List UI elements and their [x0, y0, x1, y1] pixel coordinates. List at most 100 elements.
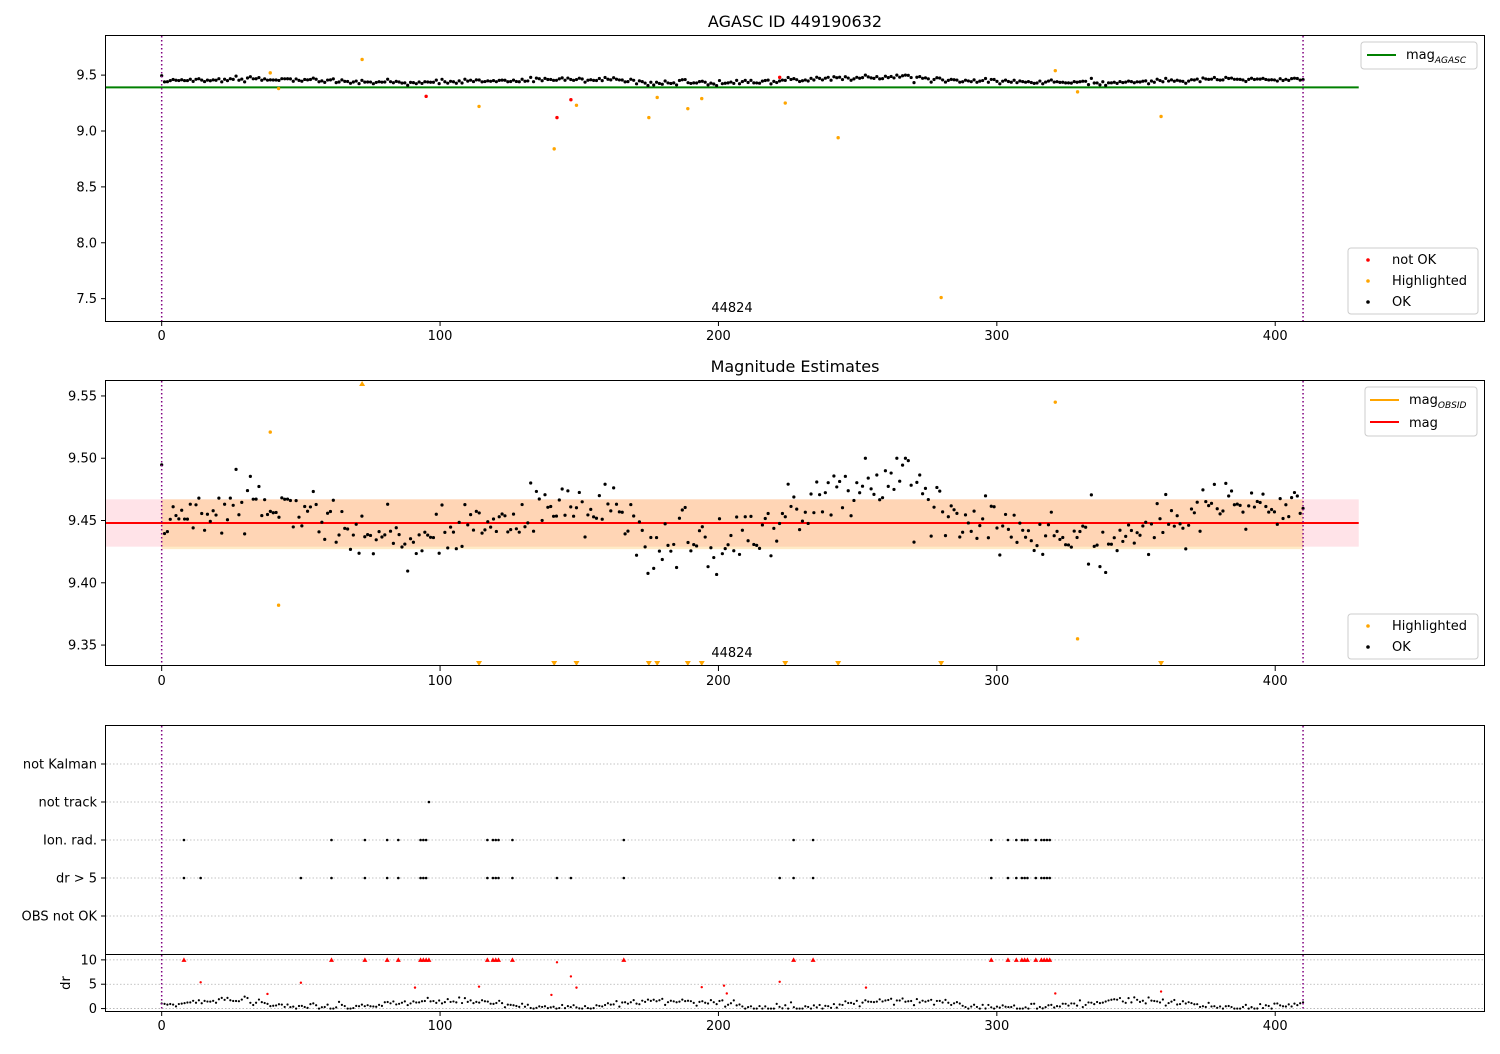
highlighted-point: [276, 603, 281, 607]
ok-point: [812, 78, 816, 82]
dr-point: [346, 1007, 349, 1010]
ok-point: [755, 81, 759, 85]
ok-point: [938, 76, 942, 80]
dr-point: [357, 1005, 361, 1008]
ok-point: [343, 526, 347, 530]
panel-magnitude-annotation: 44824: [711, 646, 752, 661]
ok-point: [935, 76, 939, 80]
dr-point: [807, 1005, 810, 1009]
ok-point: [343, 79, 347, 84]
ok-point: [1138, 533, 1142, 537]
ok-point: [606, 502, 610, 506]
ok-point: [1072, 529, 1076, 533]
dr-point: [652, 998, 655, 1001]
dr-point: [180, 1002, 183, 1005]
ok-point: [280, 496, 284, 500]
ok-point: [360, 78, 364, 82]
dr-high-point: [700, 985, 703, 989]
dr-point: [761, 1007, 764, 1010]
dr-point: [335, 1006, 338, 1009]
ok-point: [654, 80, 659, 84]
ok-point: [1187, 523, 1191, 527]
ok-point: [634, 82, 639, 86]
ok-point: [840, 506, 845, 510]
dr-point: [824, 1004, 827, 1007]
dr-point: [197, 999, 200, 1002]
ok-point: [929, 534, 933, 538]
ok-point: [852, 77, 856, 81]
ok-point: [583, 535, 587, 539]
dr-point: [1267, 1004, 1270, 1008]
ok-point: [958, 535, 962, 539]
ok-point: [500, 78, 504, 82]
ok-point: [234, 74, 238, 78]
ok-point: [231, 77, 235, 81]
dr-point: [732, 999, 735, 1002]
ok-point: [755, 543, 759, 547]
legend-mag-obsid-subscript: OBSID: [1438, 401, 1467, 411]
ok-point: [740, 528, 744, 532]
dr-high-point: [199, 981, 202, 984]
dr-point: [435, 1001, 438, 1004]
dr-point: [804, 1005, 807, 1008]
highlighted-point: [1075, 637, 1080, 641]
ok-point: [712, 82, 716, 86]
ok-point: [1084, 79, 1088, 83]
dr-point: [775, 1002, 778, 1005]
ok-point: [880, 77, 885, 81]
ok-point: [466, 523, 470, 527]
ok-point: [434, 512, 438, 516]
ok-point: [517, 80, 521, 84]
dr-point: [978, 1007, 981, 1010]
ok-point: [1198, 80, 1202, 84]
flag-point: [182, 838, 186, 842]
legend-not-ok-label: not OK: [1392, 253, 1437, 268]
ok-point: [1181, 79, 1185, 83]
ok-point: [414, 551, 418, 556]
ok-point: [594, 78, 599, 83]
dr-point: [649, 999, 652, 1002]
dr-point: [1035, 1007, 1039, 1010]
ok-point: [786, 482, 790, 486]
dr-point: [1227, 1004, 1230, 1008]
ok-point: [454, 81, 458, 85]
dr-point: [489, 1002, 492, 1005]
ok-point: [182, 517, 187, 521]
flag-point: [363, 838, 367, 842]
ok-point: [703, 80, 707, 84]
ok-point: [1089, 493, 1093, 497]
ok-point: [1189, 507, 1194, 511]
ok-point: [423, 80, 427, 84]
ok-point: [328, 78, 333, 82]
ok-point: [763, 516, 767, 521]
dr-point: [498, 999, 501, 1002]
dr-point: [764, 1005, 767, 1008]
ok-point: [268, 78, 272, 82]
ok-point: [451, 80, 456, 84]
ok-point: [1069, 81, 1073, 85]
ok-point: [780, 511, 785, 516]
ok-point: [846, 489, 850, 493]
ok-point: [1218, 78, 1222, 82]
ok-point: [180, 508, 184, 512]
ok-point: [663, 522, 667, 526]
dr-point: [220, 996, 223, 999]
ok-point: [975, 80, 979, 84]
dr-point: [506, 1003, 509, 1006]
ok-point: [420, 81, 424, 86]
ok-point: [955, 78, 959, 82]
panel-dr: 0 100 200 300 400 0 5 10 dr: [59, 953, 1485, 1034]
ok-point: [800, 79, 805, 83]
dr-point: [1055, 1005, 1059, 1008]
ok-point: [732, 81, 736, 86]
ok-point: [797, 528, 802, 532]
ok-point: [1015, 81, 1019, 85]
ok-point: [1149, 522, 1154, 526]
ok-point: [1181, 526, 1185, 530]
ok-point: [1138, 80, 1142, 84]
flag-point: [1040, 838, 1043, 842]
ok-point: [305, 509, 310, 513]
ok-point: [941, 78, 945, 82]
ok-point: [371, 552, 375, 556]
flag-point: [397, 838, 400, 842]
